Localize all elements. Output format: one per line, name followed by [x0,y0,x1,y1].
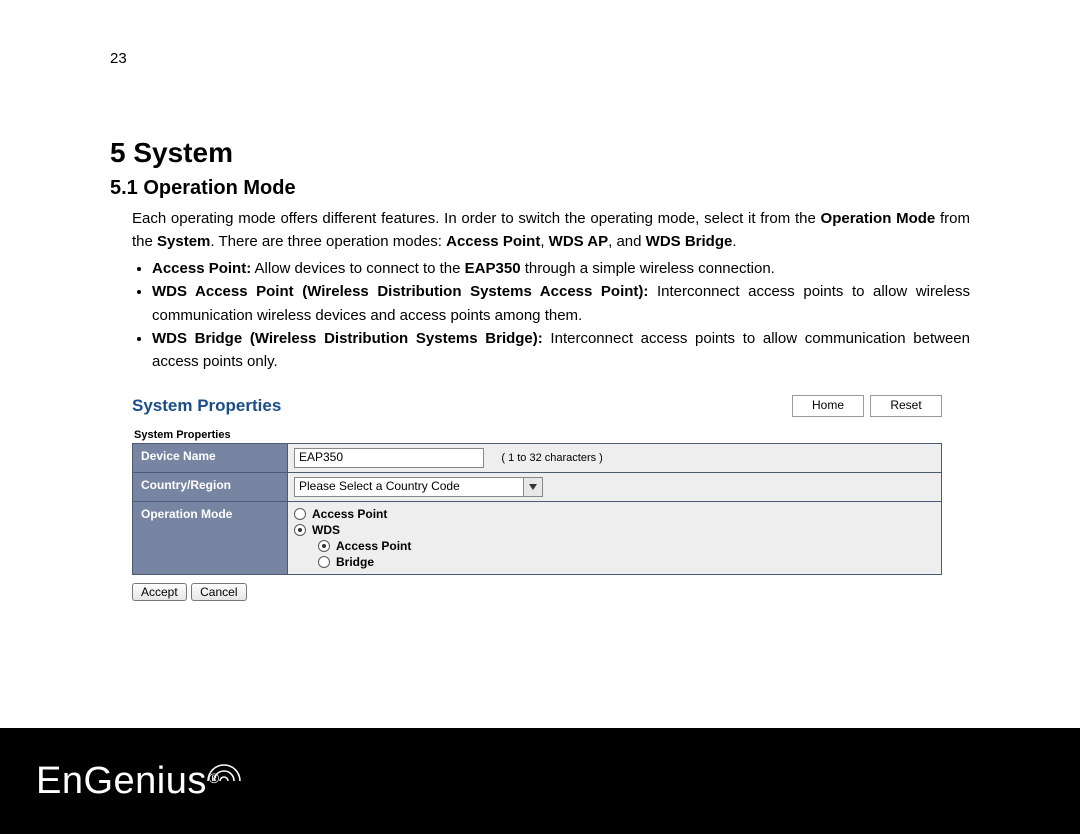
engenius-logo: EnGenius® [36,760,220,803]
chapter-heading: 5 System [110,137,970,169]
radio-access-point[interactable] [294,508,306,520]
panel-title: System Properties [132,396,281,416]
radio-wds[interactable] [294,524,306,536]
radio-wds-access-point[interactable] [318,540,330,552]
list-item: Access Point: Allow devices to connect t… [152,257,970,280]
logo-text: Genius [83,760,206,803]
logo-text: En [36,760,83,803]
wifi-icon [204,750,244,793]
device-name-input[interactable]: EAP350 [294,448,484,468]
home-button[interactable]: Home [792,395,864,417]
country-select-value: Please Select a Country Code [294,477,523,497]
cancel-button[interactable]: Cancel [191,583,246,601]
accept-button[interactable]: Accept [132,583,187,601]
reset-button[interactable]: Reset [870,395,942,417]
list-item: WDS Bridge (Wireless Distribution System… [152,327,970,374]
page-number: 23 [110,50,970,67]
radio-label: Access Point [312,507,387,521]
system-properties-panel: System Properties Home Reset System Prop… [132,395,942,601]
table-row: Device Name EAP350 ( 1 to 32 characters … [133,444,942,473]
radio-label: Bridge [336,555,374,569]
radio-label: Access Point [336,539,411,553]
country-label: Country/Region [133,473,288,502]
section-heading: 5.1 Operation Mode [110,177,970,200]
intro-paragraph: Each operating mode offers different fea… [110,208,970,253]
radio-wds-bridge[interactable] [318,556,330,568]
system-properties-table: Device Name EAP350 ( 1 to 32 characters … [132,443,942,575]
table-caption: System Properties [134,429,942,441]
feature-list: Access Point: Allow devices to connect t… [110,257,970,373]
radio-label: WDS [312,523,340,537]
brand-footer: EnGenius® [0,728,1080,834]
chevron-down-icon [523,477,543,497]
table-row: Operation Mode Access Point WDS Access P… [133,502,942,575]
device-name-hint: ( 1 to 32 characters ) [501,452,603,464]
table-row: Country/Region Please Select a Country C… [133,473,942,502]
country-select[interactable]: Please Select a Country Code [294,477,543,497]
list-item: WDS Access Point (Wireless Distribution … [152,280,970,327]
operation-mode-label: Operation Mode [133,502,288,575]
device-name-label: Device Name [133,444,288,473]
